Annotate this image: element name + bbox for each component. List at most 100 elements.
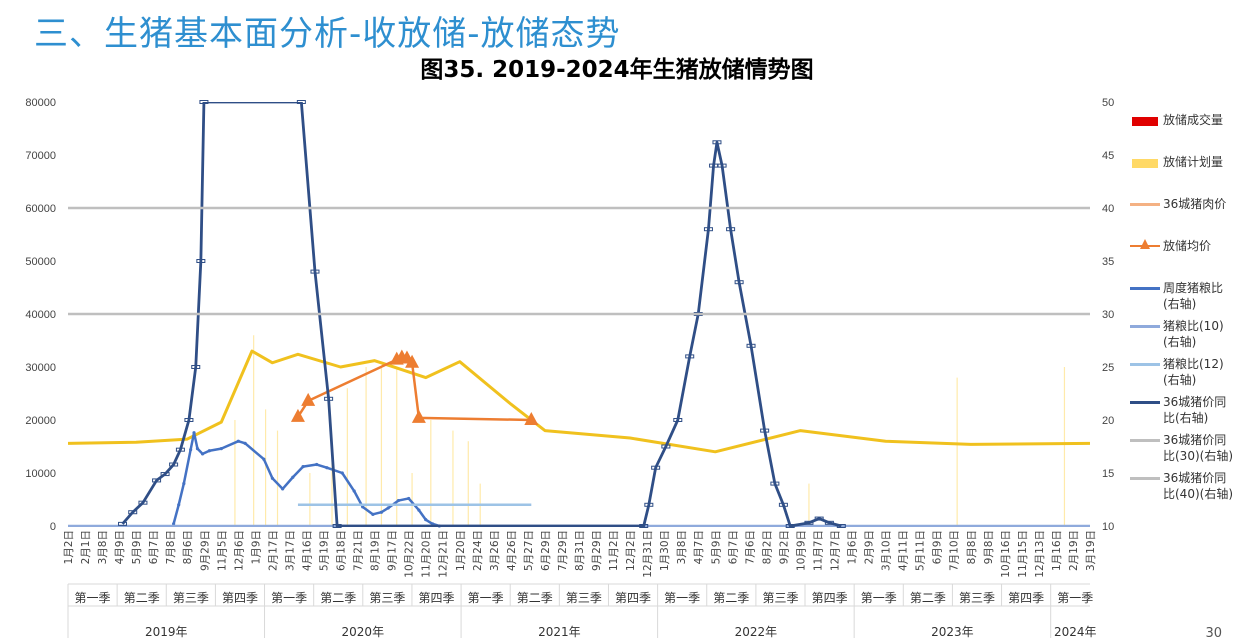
- quarter-label: 第四季: [1008, 591, 1044, 605]
- left-axis-tick-label: 60000: [25, 203, 56, 215]
- quarter-label: 第三季: [173, 591, 209, 605]
- quarter-label: 第一季: [861, 591, 897, 605]
- series-marker: [424, 518, 428, 522]
- x-tick-label: 9月17日: [387, 530, 399, 571]
- x-tick-label: 11月15日: [1017, 530, 1029, 578]
- x-tick-label: 3月19日: [1085, 530, 1097, 571]
- x-tick-label: 12月6日: [233, 530, 245, 571]
- x-tick-label: 2月19日: [1068, 530, 1080, 571]
- series-marker: [236, 439, 240, 443]
- x-tick-label: 11月20日: [421, 530, 433, 578]
- left-axis-tick-label: 0: [50, 521, 56, 533]
- series-marker: [175, 447, 185, 452]
- series-marker: [301, 465, 305, 469]
- left-axis-tick-label: 10000: [25, 468, 56, 480]
- x-tick-label: 3月10日: [881, 530, 893, 571]
- legend-swatch: [1130, 154, 1160, 170]
- x-tick-label: 9月29日: [591, 530, 603, 571]
- x-tick-label: 10月22日: [404, 530, 416, 578]
- legend-item: 36城猪价同比(右轴): [1130, 394, 1234, 426]
- series-marker: [651, 465, 661, 470]
- legend-label: 周度猪粮比(右轴): [1163, 281, 1224, 311]
- series-marker: [361, 505, 365, 509]
- series-marker: [138, 500, 148, 505]
- series-marker: [639, 524, 649, 528]
- year-label: 2024年: [1054, 625, 1097, 638]
- slide-title: 三、生猪基本面分析-收放储-放储态势: [34, 14, 621, 54]
- series-marker: [169, 462, 179, 467]
- series-marker: [118, 521, 128, 526]
- series-marker: [673, 418, 683, 422]
- legend-label: 猪粮比(12)(右轴): [1163, 357, 1224, 387]
- right-axis-tick-label: 10: [1102, 521, 1114, 533]
- series-marker: [824, 520, 834, 525]
- legend-label: 36城猪价同比(右轴): [1163, 395, 1227, 425]
- quarter-label: 第四季: [222, 591, 258, 605]
- x-tick-label: 12月21日: [438, 530, 450, 578]
- legend-item: 放储成交量: [1130, 112, 1234, 128]
- legend-swatch: [1130, 394, 1160, 410]
- series-marker: [411, 409, 426, 423]
- x-tick-label: 7月21日: [353, 530, 365, 571]
- series-marker: [195, 447, 200, 451]
- series-marker: [717, 163, 727, 168]
- legend-swatch: [1130, 432, 1160, 448]
- series-marker: [262, 457, 266, 461]
- x-tick-label: 3月26日: [489, 530, 501, 571]
- quarter-label: 第二季: [320, 591, 356, 605]
- x-tick-label: 3月17日: [284, 530, 296, 571]
- right-axis-tick-label: 35: [1102, 256, 1114, 268]
- left-axis-tick-label: 30000: [25, 362, 56, 374]
- x-tick-label: 4月26日: [506, 530, 518, 571]
- chart-title: 图35. 2019-2024年生猪放储情势图: [420, 57, 814, 83]
- year-label: 2019年: [145, 625, 188, 638]
- x-tick-label: 9月2日: [778, 530, 790, 564]
- legend-swatch: [1130, 196, 1160, 212]
- series-marker: [315, 462, 319, 467]
- series-marker: [270, 476, 274, 480]
- legend-label: 36城猪价同比(40)(右轴): [1163, 471, 1233, 501]
- legend-label: 放储均价: [1163, 239, 1212, 253]
- x-tick-label: 1月9日: [250, 530, 262, 564]
- right-axis-tick-label: 50: [1102, 97, 1114, 109]
- x-tick-label: 1月16日: [1051, 530, 1063, 571]
- series-marker: [340, 471, 344, 475]
- legend-swatch: [1130, 238, 1160, 254]
- left-axis-tick-label: 70000: [25, 150, 56, 162]
- legend-item: 周度猪粮比(右轴): [1130, 280, 1234, 312]
- series-marker: [196, 259, 206, 263]
- series-marker: [734, 280, 744, 285]
- x-tick-label: 5月11日: [915, 530, 927, 571]
- legend-swatch: [1130, 356, 1160, 372]
- x-tick-label: 4月9日: [114, 530, 126, 564]
- series-marker: [371, 512, 375, 516]
- legend-label: 36城猪价同比(30)(右轴): [1163, 433, 1233, 463]
- x-tick-label: 7月6日: [744, 530, 756, 564]
- right-axis-tick-label: 40: [1102, 203, 1114, 215]
- quarter-label: 第二季: [517, 591, 553, 605]
- x-tick-label: 8月31日: [574, 530, 586, 571]
- x-tick-label: 5月27日: [523, 530, 535, 571]
- series-marker: [524, 412, 539, 425]
- x-tick-label: 9月29日: [199, 530, 211, 571]
- x-tick-label: 8月19日: [370, 530, 382, 571]
- left-axis-tick-label: 40000: [25, 309, 56, 321]
- legend-swatch: [1130, 280, 1160, 296]
- x-tick-label: 6月9日: [932, 530, 944, 564]
- x-tick-label: 11月2日: [608, 530, 620, 571]
- x-tick-label: 1月20日: [455, 530, 467, 571]
- x-tick-label: 10月16日: [1000, 530, 1012, 578]
- legend-item: 猪粮比(12)(右轴): [1130, 356, 1234, 388]
- series-marker: [324, 396, 334, 401]
- x-tick-label: 4月7日: [693, 530, 705, 564]
- x-tick-label: 3月8日: [97, 530, 109, 564]
- series-marker: [219, 447, 223, 451]
- series-marker: [685, 354, 695, 359]
- series-marker: [804, 520, 814, 525]
- x-tick-label: 1月30日: [659, 530, 671, 571]
- quarter-label: 第三季: [566, 591, 602, 605]
- legend-item: 36城猪肉价: [1130, 196, 1234, 212]
- quarter-label: 第一季: [271, 591, 307, 605]
- x-tick-label: 6月18日: [336, 530, 348, 571]
- x-tick-label: 5月9日: [710, 530, 722, 564]
